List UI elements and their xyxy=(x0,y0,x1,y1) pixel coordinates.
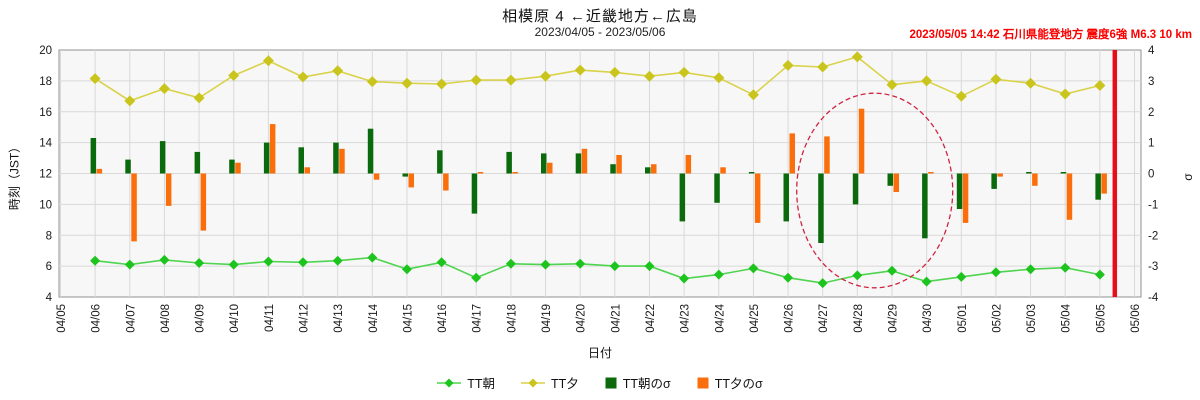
svg-text:04/14: 04/14 xyxy=(368,303,380,332)
svg-text:04/15: 04/15 xyxy=(403,304,415,333)
svg-text:04/11: 04/11 xyxy=(264,304,276,332)
legend-item-tt-asa: TT朝 xyxy=(437,373,495,392)
svg-text:04/05: 04/05 xyxy=(56,304,68,333)
svg-text:05/04: 05/04 xyxy=(1061,303,1073,332)
svg-text:-1: -1 xyxy=(1148,199,1158,211)
svg-text:04/24: 04/24 xyxy=(714,303,726,332)
svg-text:-4: -4 xyxy=(1148,292,1159,304)
svg-text:-2: -2 xyxy=(1148,230,1158,242)
svg-text:20: 20 xyxy=(39,45,52,57)
svg-text:04/29: 04/29 xyxy=(888,304,900,333)
line-diamond-marker-icon xyxy=(521,378,545,387)
svg-text:04/08: 04/08 xyxy=(160,304,172,333)
legend-item-sigma-asa: TT朝のσ xyxy=(605,373,671,392)
left-axis-ticks: 20 18 16 14 12 10 8 6 4 xyxy=(39,45,52,304)
svg-text:04/12: 04/12 xyxy=(299,304,311,333)
legend-label: TT夕のσ xyxy=(714,377,763,391)
earthquake-annotation: 2023/05/05 14:42 石川県能登地方 震度6強 M6.3 10 km xyxy=(909,29,1192,41)
svg-text:12: 12 xyxy=(39,169,52,181)
svg-text:04/23: 04/23 xyxy=(680,304,692,333)
svg-text:04/27: 04/27 xyxy=(818,304,830,333)
x-axis-title: 日付 xyxy=(587,346,612,360)
svg-text:-3: -3 xyxy=(1148,261,1158,273)
svg-text:04/20: 04/20 xyxy=(576,304,588,333)
svg-text:04/25: 04/25 xyxy=(749,304,761,333)
line-tt-asa xyxy=(90,252,1105,289)
svg-text:1: 1 xyxy=(1148,138,1154,150)
line-tt-yuu xyxy=(89,51,1106,107)
svg-text:4: 4 xyxy=(46,292,53,304)
square-marker-icon xyxy=(697,377,709,388)
right-axis-title: σ xyxy=(1181,173,1195,181)
line-diamond-marker-icon xyxy=(437,378,462,387)
legend-item-sigma-yuu: TT夕のσ xyxy=(697,373,763,392)
chart-title: 相模原 4 ←近畿地方←広島 xyxy=(502,8,698,25)
svg-text:05/03: 05/03 xyxy=(1026,304,1038,333)
legend-label: TT夕 xyxy=(551,377,579,391)
svg-text:16: 16 xyxy=(39,107,52,119)
svg-text:05/01: 05/01 xyxy=(957,304,969,333)
svg-text:04/19: 04/19 xyxy=(541,304,553,333)
svg-text:05/05: 05/05 xyxy=(1095,304,1107,333)
svg-text:04/26: 04/26 xyxy=(784,304,796,333)
highlight-ellipse xyxy=(796,92,954,289)
left-axis-title: 時刻（JST） xyxy=(7,140,22,211)
svg-text:04/30: 04/30 xyxy=(922,304,934,333)
svg-text:0: 0 xyxy=(1148,169,1154,181)
chart-subtitle: 2023/04/05 - 2023/05/06 xyxy=(534,25,666,39)
svg-text:3: 3 xyxy=(1148,76,1154,88)
svg-text:10: 10 xyxy=(39,199,52,211)
svg-text:04/06: 04/06 xyxy=(91,304,103,333)
svg-text:14: 14 xyxy=(39,138,52,150)
legend-label: TT朝 xyxy=(467,377,495,391)
svg-text:04/13: 04/13 xyxy=(333,304,345,333)
svg-text:04/07: 04/07 xyxy=(125,304,137,333)
right-axis-ticks: 4 3 2 1 0 -1 -2 -3 -4 xyxy=(1148,45,1159,304)
legend-label: TT朝のσ xyxy=(622,377,671,391)
svg-text:04/16: 04/16 xyxy=(437,304,449,333)
legend-item-tt-yuu: TT夕 xyxy=(521,373,579,392)
svg-text:6: 6 xyxy=(46,261,52,273)
legend: TT朝 TT夕 TT朝のσ TT夕のσ xyxy=(0,373,1200,392)
svg-text:4: 4 xyxy=(1148,45,1155,57)
svg-text:18: 18 xyxy=(39,76,52,88)
svg-text:04/09: 04/09 xyxy=(195,304,207,333)
svg-text:2: 2 xyxy=(1148,107,1154,119)
svg-text:04/21: 04/21 xyxy=(610,304,622,333)
svg-text:05/02: 05/02 xyxy=(991,304,1003,333)
svg-text:04/10: 04/10 xyxy=(229,304,241,333)
svg-text:05/06: 05/06 xyxy=(1130,304,1142,333)
svg-text:04/17: 04/17 xyxy=(472,304,484,333)
square-marker-icon xyxy=(605,377,617,388)
svg-text:04/22: 04/22 xyxy=(645,304,657,333)
svg-text:04/18: 04/18 xyxy=(506,304,518,333)
svg-text:8: 8 xyxy=(46,230,52,242)
x-axis-ticks: 04/05 04/06 04/07 04/08 04/09 04/10 04/11 04/12… xyxy=(56,303,1142,332)
bars-tt-yuu-sigma xyxy=(96,108,1107,242)
svg-text:04/28: 04/28 xyxy=(853,304,865,333)
bars-tt-asa-sigma xyxy=(90,128,1101,243)
